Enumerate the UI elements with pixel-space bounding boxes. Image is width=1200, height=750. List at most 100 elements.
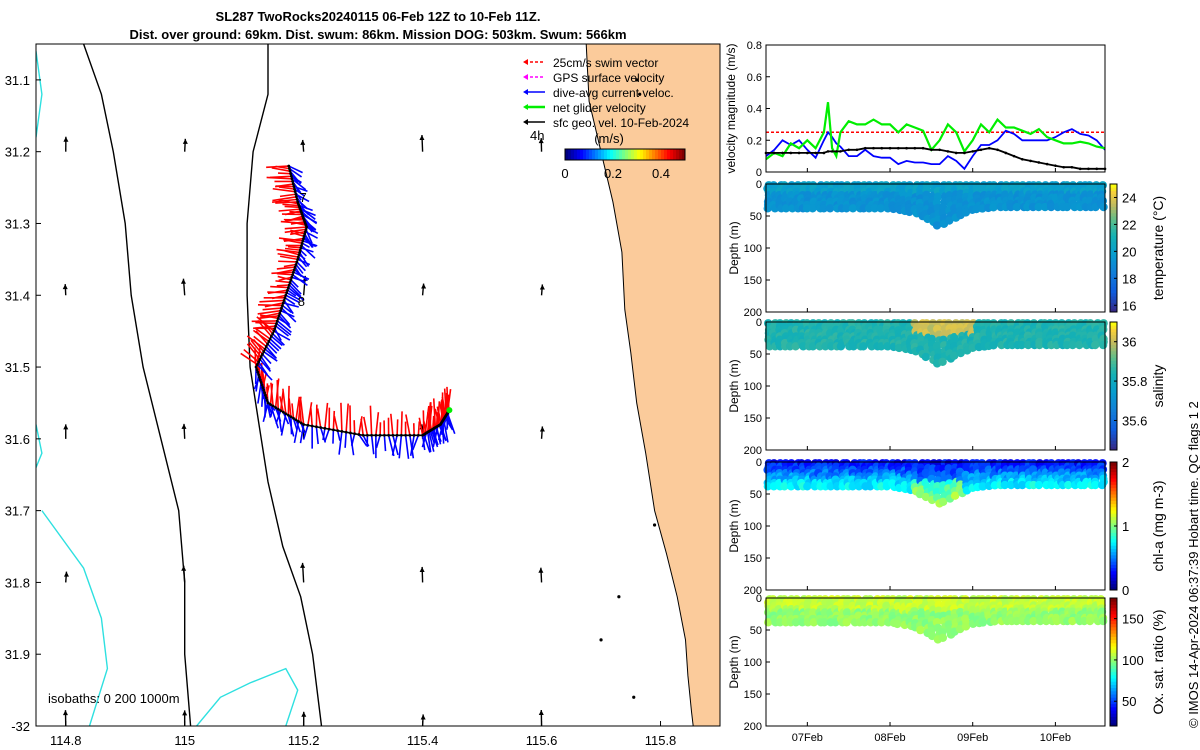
swim-vector	[276, 266, 296, 270]
swim-vector	[240, 352, 258, 366]
dive-avg-current-vector	[280, 413, 287, 436]
track-point	[288, 167, 291, 171]
section-colorbar-tick-label: 150	[1122, 612, 1144, 627]
track-point	[404, 433, 408, 437]
track-point	[266, 401, 270, 405]
swim-vector	[436, 406, 442, 424]
swim-vector	[284, 249, 300, 256]
colorbar-cell	[1110, 427, 1117, 432]
velocity-y-tick-label: 0.6	[747, 72, 762, 84]
velocity-series-point	[1095, 167, 1099, 171]
legend-swatch-head	[523, 104, 528, 110]
velocity-series-point	[1004, 151, 1008, 155]
section-colorbar-label: temperature (°C)	[1150, 196, 1166, 300]
section-y-tick-label: 50	[750, 211, 762, 223]
colorbar-cell	[598, 149, 602, 160]
section-y-tick-label: 150	[744, 689, 762, 701]
isobath-0m-north	[36, 51, 43, 138]
isobath-1000m	[82, 44, 192, 726]
figure-title-line1: SL287 TwoRocks20240115 06-Feb 12Z to 10-…	[215, 9, 541, 24]
swim-vector	[298, 400, 302, 424]
section-data-point	[836, 342, 846, 351]
swim-vector	[255, 321, 277, 325]
colorbar-cell	[1110, 228, 1117, 233]
colorbar-cell	[1110, 308, 1117, 313]
time-x-tick-label: 09Feb	[957, 732, 988, 744]
track-point	[279, 309, 283, 313]
colorbar-cell	[1110, 328, 1117, 333]
swim-vector	[261, 320, 274, 335]
colorbar-cell	[1110, 642, 1117, 647]
section-data-point	[1018, 480, 1027, 490]
colorbar-cell	[1110, 662, 1117, 666]
track-point	[267, 340, 271, 343]
colorbar-cell	[1110, 257, 1117, 262]
velocity-series-point	[839, 150, 842, 153]
colorbar-cell	[676, 149, 680, 160]
track-point	[258, 378, 262, 382]
colorbar-cell	[1110, 630, 1117, 634]
dive-avg-current-vector	[293, 185, 308, 192]
dive-avg-current-vector	[294, 188, 305, 197]
swim-vector	[333, 415, 339, 431]
colorbar-cell	[1110, 283, 1117, 287]
section-data-point	[921, 352, 930, 362]
isobaths-label: isobaths: 0 200 1000m	[48, 691, 180, 706]
track-point	[290, 177, 294, 181]
map-y-tick-label: 31.7	[5, 504, 30, 519]
track-point	[281, 301, 285, 305]
colorbar-cell	[1110, 276, 1117, 281]
section-colorbar-tick-label: 35.6	[1122, 413, 1147, 428]
section-colorbar-tick-label: 24	[1122, 190, 1136, 205]
section-y-tick-label: 200	[744, 445, 762, 457]
track-point	[408, 433, 412, 437]
section-data-point	[781, 204, 791, 213]
island-3	[632, 695, 636, 699]
section-colorbar-label: chl-a (mg m-3)	[1150, 480, 1166, 571]
colorbar-cell	[1110, 554, 1117, 559]
dive-avg-current-vector	[253, 376, 261, 390]
track-point	[412, 433, 416, 437]
swim-vector	[400, 411, 403, 436]
sfc-geo-arrowhead	[300, 562, 306, 568]
dive-avg-current-vector	[256, 363, 273, 381]
colorbar-cell	[1110, 604, 1117, 609]
section-y-tick-label: 0	[756, 317, 762, 329]
isobath-0m-mid	[36, 424, 43, 468]
colorbar-cell	[649, 149, 653, 160]
colorbar-cell	[1110, 334, 1117, 339]
section-data-point	[961, 622, 971, 631]
dive-avg-current-vector	[370, 435, 375, 455]
section-data-point	[938, 633, 948, 642]
velocity-series-point	[979, 148, 983, 152]
dive-avg-current-vector	[261, 353, 272, 365]
colorbar-cell	[1110, 548, 1117, 553]
track-point	[269, 403, 272, 406]
map-y-tick-label: -32	[11, 719, 30, 734]
section-data-point	[1097, 480, 1107, 490]
swim-vector	[275, 165, 290, 170]
dive-avg-current-vector	[426, 432, 432, 453]
track-point	[293, 187, 296, 191]
swim-vector	[253, 335, 267, 348]
track-point	[357, 433, 361, 436]
swim-vector	[316, 408, 322, 428]
velocity-series-point	[772, 151, 776, 155]
colorbar-cell	[1110, 623, 1117, 628]
swim-vector	[277, 172, 291, 175]
colorbar-cell	[1110, 526, 1117, 530]
colorbar-cell	[679, 149, 683, 160]
track-point	[382, 433, 386, 437]
swim-vector	[278, 208, 301, 212]
track-point	[416, 433, 420, 437]
track-point	[299, 246, 303, 250]
section-colorbar-tick-label: 35.8	[1122, 374, 1147, 389]
swim-vector	[375, 412, 380, 436]
colorbar-cell	[625, 149, 629, 160]
section-y-tick-label: 0	[756, 179, 762, 191]
dive-avg-current-vector	[293, 421, 300, 443]
colorbar-cell	[1110, 206, 1117, 211]
swim-vector	[396, 419, 399, 436]
colorbar-cell	[1110, 267, 1117, 271]
colorbar-cell	[601, 149, 605, 160]
